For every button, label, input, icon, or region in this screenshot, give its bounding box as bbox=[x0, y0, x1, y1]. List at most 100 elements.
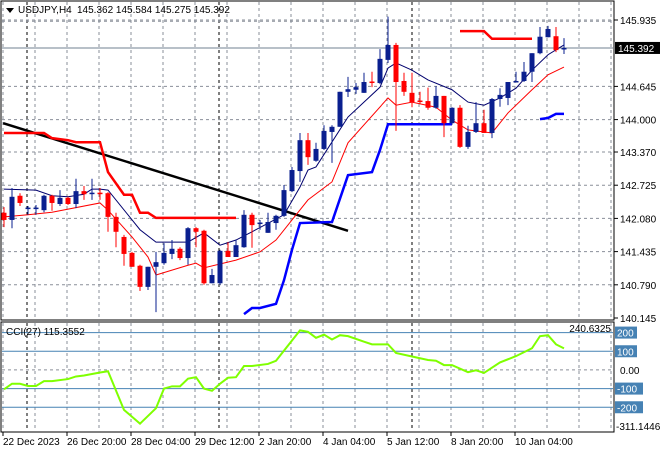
channel-high-line bbox=[4, 131, 236, 220]
candle-bear bbox=[113, 216, 119, 232]
candle-bull bbox=[537, 36, 543, 54]
channel-high-line bbox=[460, 29, 532, 41]
candle-bull bbox=[513, 80, 519, 83]
time-label: 10 Jan 04:00 bbox=[515, 437, 573, 448]
candle-bull bbox=[473, 123, 479, 132]
ohlc-readout: 145.362 145.584 145.275 145.392 bbox=[77, 5, 230, 16]
candle-bear bbox=[225, 250, 231, 258]
cci-level-badge bbox=[615, 382, 643, 395]
ma-upper-line bbox=[3, 44, 565, 246]
price-label: 142.080 bbox=[620, 214, 657, 225]
candle-bull bbox=[505, 82, 511, 98]
candle-bull bbox=[313, 148, 319, 161]
cci-max-label: 240.6325 bbox=[569, 324, 611, 335]
candle-bull bbox=[561, 47, 567, 50]
candle-bull bbox=[169, 248, 175, 254]
candle-bear bbox=[393, 44, 399, 83]
candle-bull bbox=[209, 275, 215, 284]
triangle-down-icon[interactable] bbox=[6, 8, 14, 13]
candle-bear bbox=[249, 214, 255, 226]
candle-bull bbox=[521, 71, 527, 81]
price-label: 140.145 bbox=[620, 314, 657, 325]
cci-title: CCI(27) 115.3552 bbox=[6, 327, 85, 338]
candle-bull bbox=[33, 207, 39, 210]
candle-bear bbox=[129, 252, 135, 267]
candle-bull bbox=[361, 82, 367, 93]
time-label: 8 Jan 20:00 bbox=[451, 437, 504, 448]
candle-bear bbox=[553, 36, 559, 51]
candles bbox=[1, 16, 567, 313]
candle-bear bbox=[481, 123, 487, 133]
trendline bbox=[2, 122, 349, 232]
cci-panel: 200 100 -100 -200 0.00 240.6325 -311.1446 bbox=[2, 324, 660, 433]
cci-level-badge bbox=[615, 345, 637, 358]
candle-bull bbox=[433, 95, 439, 108]
candle-bull bbox=[545, 29, 551, 38]
candle-bear bbox=[97, 192, 103, 195]
candle-bull bbox=[57, 197, 63, 204]
price-label: 144.000 bbox=[620, 116, 657, 127]
candle-bull bbox=[497, 94, 503, 100]
cci-level-label: 100 bbox=[617, 347, 634, 358]
price-label: 144.645 bbox=[620, 82, 657, 93]
channel-low-line bbox=[539, 112, 564, 121]
candle-bear bbox=[409, 92, 415, 103]
candle-bull bbox=[345, 89, 351, 92]
candle-bull bbox=[217, 250, 223, 284]
candle-bull bbox=[385, 44, 391, 60]
candle-bear bbox=[65, 197, 71, 204]
price-label: 145.935 bbox=[620, 16, 657, 27]
candle-bull bbox=[73, 191, 79, 204]
candle-bear bbox=[177, 248, 183, 259]
price-label: 142.725 bbox=[620, 181, 657, 192]
candle-bull bbox=[233, 245, 239, 258]
cci-line bbox=[3, 329, 565, 426]
candle-bear bbox=[369, 81, 375, 84]
candle-bear bbox=[105, 193, 111, 217]
candle-bear bbox=[137, 265, 143, 287]
candle-bear bbox=[401, 80, 407, 92]
candle-bear bbox=[17, 195, 23, 203]
candle-bull bbox=[153, 262, 159, 267]
candle-bull bbox=[25, 207, 31, 210]
candle-bear bbox=[457, 107, 463, 147]
channel-low-line bbox=[243, 122, 452, 316]
cci-min-label: -311.1446 bbox=[616, 422, 660, 433]
time-label: 26 Dec 20:00 bbox=[67, 437, 127, 448]
grid bbox=[2, 2, 613, 431]
candle-bear bbox=[81, 191, 87, 195]
candle-bull bbox=[145, 266, 151, 287]
axes: 145.935 144.645 144.000 143.370 142.725 142.0… bbox=[2, 16, 660, 448]
candle-bull bbox=[185, 228, 191, 259]
candle-bull bbox=[265, 222, 271, 233]
candle-bull bbox=[529, 53, 535, 72]
cci-level-label: 200 bbox=[617, 329, 634, 340]
cci-level-label: -100 bbox=[617, 385, 637, 396]
candle-bull bbox=[353, 87, 359, 90]
candle-bull bbox=[41, 195, 47, 211]
cci-zero-label: 0.00 bbox=[620, 366, 640, 377]
time-label: 5 Jan 12:00 bbox=[387, 437, 440, 448]
candle-bull bbox=[297, 140, 303, 172]
candle-bull bbox=[449, 107, 455, 124]
current-price-label: 145.392 bbox=[618, 44, 655, 55]
time-label: 22 Dec 2023 bbox=[3, 437, 60, 448]
price-label: 143.370 bbox=[620, 148, 657, 159]
candle-bear bbox=[417, 100, 423, 103]
time-label: 28 Dec 04:00 bbox=[131, 437, 191, 448]
candle-bear bbox=[121, 236, 127, 254]
candle-bear bbox=[425, 101, 431, 108]
symbol-timeframe: USDJPY,H4 bbox=[18, 5, 72, 16]
candle-bull bbox=[465, 131, 471, 147]
candle-bear bbox=[49, 195, 55, 203]
candle-bull bbox=[89, 192, 95, 195]
candle-bull bbox=[9, 196, 15, 220]
candle-bull bbox=[257, 222, 263, 225]
ma-lower-line bbox=[3, 66, 565, 276]
candle-bear bbox=[201, 230, 207, 284]
candle-bear bbox=[441, 95, 447, 124]
candle-bull bbox=[489, 99, 495, 133]
time-label: 4 Jan 04:00 bbox=[323, 437, 376, 448]
time-label: 2 Jan 20:00 bbox=[259, 437, 312, 448]
